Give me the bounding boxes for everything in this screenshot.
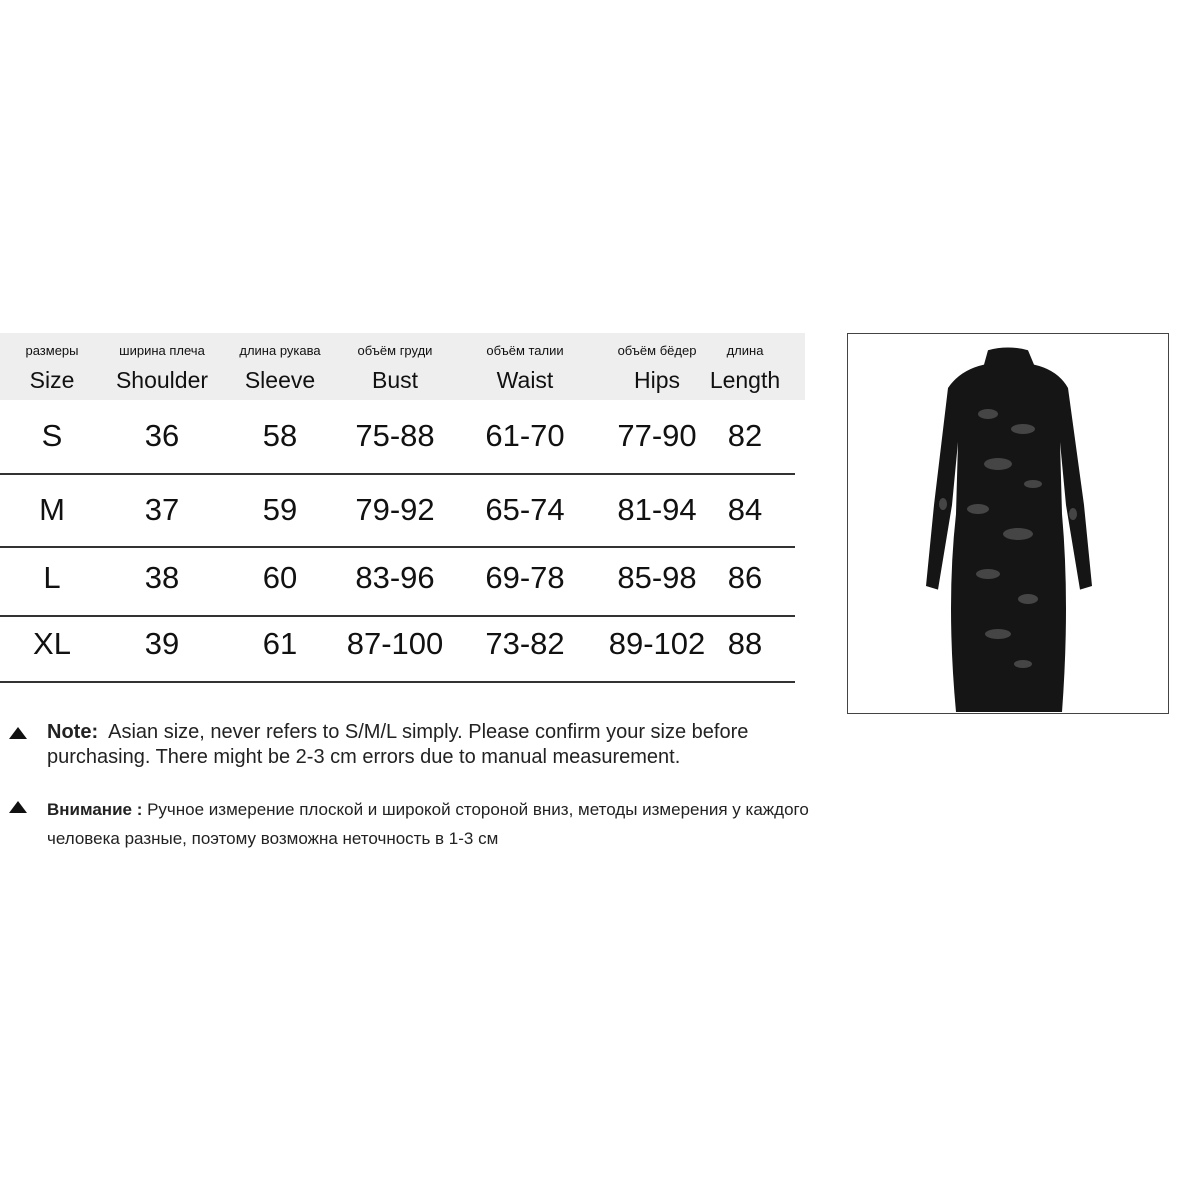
table-cell: 65-74 — [485, 492, 565, 527]
column-header-ru: объём талии — [486, 343, 564, 358]
table-cell: 85-98 — [617, 560, 697, 595]
table-cell: S — [41, 418, 63, 453]
note-en: Note: Asian size, never refers to S/M/L … — [47, 720, 817, 770]
dress-illustration — [926, 347, 1092, 712]
column-header: объём талии Waist — [465, 333, 585, 400]
column-header-en: Waist — [496, 367, 554, 393]
row-divider — [0, 681, 795, 683]
table-cell: 88 — [727, 626, 763, 661]
product-image — [847, 333, 1169, 714]
table-cell: 60 — [262, 560, 298, 595]
column-header-en: Bust — [371, 367, 419, 393]
table-cell: 59 — [262, 492, 298, 527]
note-label: Внимание : — [47, 800, 143, 819]
table-cell: 61-70 — [485, 418, 565, 453]
column-header-en: Hips — [633, 367, 680, 393]
table-cell: L — [43, 560, 61, 595]
column-header-ru: длина — [726, 343, 764, 358]
note-text: Ручное измерение плоской и широкой сторо… — [47, 800, 809, 848]
row-divider — [0, 615, 795, 617]
table-cell: 36 — [144, 418, 180, 453]
column-header-ru: размеры — [25, 343, 79, 358]
table-cell: 83-96 — [355, 560, 435, 595]
column-header-en: Sleeve — [244, 367, 316, 393]
note-ru: Внимание : Ручное измерение плоской и ши… — [47, 795, 817, 853]
table-cell: 69-78 — [485, 560, 565, 595]
table-cell: 89-102 — [608, 626, 706, 661]
triangle-up-icon — [9, 801, 27, 813]
table-cell: M — [39, 492, 65, 527]
table-cell: 81-94 — [617, 492, 697, 527]
table-cell: 75-88 — [355, 418, 435, 453]
table-cell: 58 — [262, 418, 298, 453]
table-cell: 73-82 — [485, 626, 565, 661]
column-header-ru: объём груди — [357, 343, 433, 358]
column-header: объём груди Bust — [335, 333, 455, 400]
table-header — [0, 333, 805, 400]
column-header: ширина плеча Shoulder — [102, 333, 222, 400]
column-header-ru: ширина плеча — [119, 343, 205, 358]
table-cell: 39 — [144, 626, 180, 661]
table-cell: 87-100 — [346, 626, 444, 661]
table-cell: 77-90 — [617, 418, 697, 453]
column-header-ru: длина рукава — [239, 343, 321, 358]
table-cell: 86 — [727, 560, 763, 595]
triangle-up-icon — [9, 727, 27, 739]
column-header: объём бёдер Hips — [597, 333, 717, 400]
column-header-en: Shoulder — [115, 367, 209, 393]
table-cell: 38 — [144, 560, 180, 595]
table-cell: 79-92 — [355, 492, 435, 527]
column-header: длина Length — [685, 333, 805, 400]
table-cell: 61 — [262, 626, 298, 661]
column-header-en: Size — [29, 367, 75, 393]
column-header-en: Length — [709, 367, 781, 393]
table-cell: 82 — [727, 418, 763, 453]
note-label: Note: — [47, 721, 99, 743]
column-header: размеры Size — [0, 333, 112, 400]
table-cell: 37 — [144, 492, 180, 527]
table-cell: 84 — [727, 492, 763, 527]
column-header: длина рукава Sleeve — [220, 333, 340, 400]
column-header-ru: объём бёдер — [617, 343, 697, 358]
row-divider — [0, 473, 795, 475]
table-cell: XL — [33, 626, 71, 661]
row-divider — [0, 546, 795, 548]
note-text: Asian size, never refers to S/M/L simply… — [47, 721, 749, 768]
